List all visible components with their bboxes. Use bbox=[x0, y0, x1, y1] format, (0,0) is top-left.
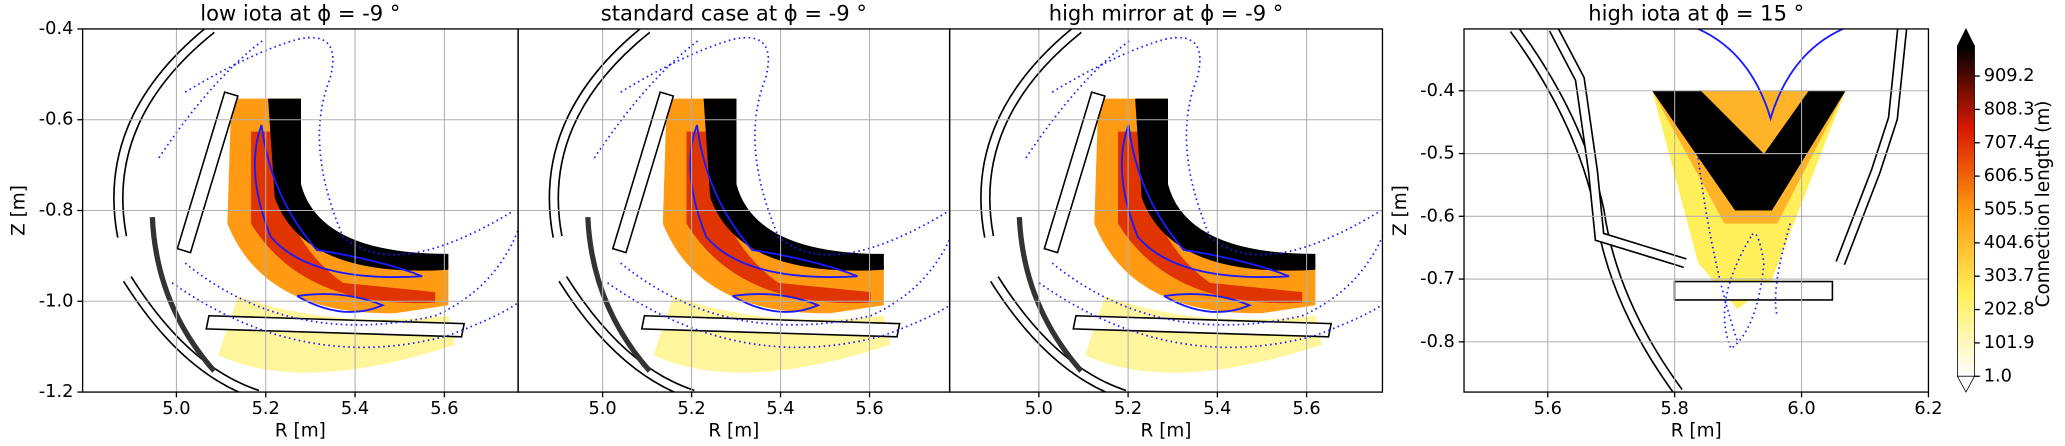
panel-field bbox=[985, 29, 1385, 395]
colorbar-tick-label: 404.6 bbox=[1984, 233, 2035, 253]
colorbar-tick-label: 202.8 bbox=[1984, 300, 2035, 320]
x-tick-label: 5.6 bbox=[855, 399, 883, 419]
axes-frame bbox=[1463, 28, 1930, 393]
chart-title: standard case at ϕ = -9 ° bbox=[601, 0, 867, 25]
y-tick-label: -0.4 bbox=[39, 19, 74, 39]
island-contour bbox=[1697, 28, 1844, 122]
x-tick-label: 5.0 bbox=[162, 399, 190, 419]
panel-field bbox=[554, 29, 954, 395]
x-tick-label: 5.6 bbox=[1292, 399, 1320, 419]
axes-frame bbox=[948, 28, 1384, 393]
x-tick-label: 5.6 bbox=[430, 399, 458, 419]
x-tick-label: 6.0 bbox=[1787, 399, 1815, 419]
colorbar-tick-label: 101.9 bbox=[1984, 333, 2035, 353]
panel-field bbox=[118, 29, 518, 395]
vessel-wall bbox=[1550, 28, 1687, 267]
long-connection-band bbox=[1652, 90, 1846, 211]
poincare-curve bbox=[1723, 232, 1765, 350]
chart-title: high iota at ϕ = 15 ° bbox=[1588, 0, 1804, 25]
x-tick-label: 5.4 bbox=[766, 399, 794, 419]
x-tick-label: 5.6 bbox=[1534, 399, 1562, 419]
y-tick-label: -0.8 bbox=[39, 201, 74, 221]
y-tick-label: -0.4 bbox=[1420, 81, 1455, 101]
y-axis-label: Z [m] bbox=[1390, 185, 1411, 236]
x-axis-label: R [m] bbox=[708, 421, 759, 442]
y-tick-label: -1.2 bbox=[39, 382, 74, 402]
x-tick-label: 5.4 bbox=[1203, 399, 1231, 419]
x-tick-label: 5.4 bbox=[341, 399, 369, 419]
colorbar bbox=[1956, 45, 1975, 377]
colorbar-label: Connection length (m) bbox=[2033, 101, 2054, 308]
y-tick-label: -0.6 bbox=[1420, 206, 1455, 226]
chart-title: high mirror at ϕ = -9 ° bbox=[1049, 0, 1284, 25]
y-tick-label: -0.7 bbox=[1420, 269, 1455, 289]
vessel-wall bbox=[1836, 28, 1906, 265]
panel-field bbox=[1509, 28, 1908, 393]
x-tick-label: 5.2 bbox=[677, 399, 705, 419]
colorbar-extend bbox=[1956, 375, 1976, 393]
vessel-wall bbox=[1835, 28, 1908, 266]
x-axis-label: R [m] bbox=[1141, 421, 1192, 442]
colorbar-extend bbox=[1956, 28, 1976, 47]
x-tick-label: 5.2 bbox=[252, 399, 280, 419]
x-tick-label: 6.2 bbox=[1914, 399, 1942, 419]
x-axis-label: R [m] bbox=[1671, 421, 1722, 442]
poincare-curve bbox=[1697, 157, 1792, 343]
x-tick-label: 5.0 bbox=[1025, 399, 1053, 419]
colorbar-tick-label: 1.0 bbox=[1984, 366, 2012, 386]
x-tick-label: 5.2 bbox=[1114, 399, 1142, 419]
y-tick-label: -0.6 bbox=[39, 110, 74, 130]
y-tick-label: -1.0 bbox=[39, 291, 74, 311]
colorbar-tick-label: 303.7 bbox=[1984, 266, 2035, 286]
colorbar-tick-label: 808.3 bbox=[1984, 99, 2035, 119]
colorbar-tick-label: 707.4 bbox=[1984, 133, 2035, 153]
y-tick-label: -0.8 bbox=[1420, 332, 1455, 352]
x-axis-label: R [m] bbox=[275, 421, 326, 442]
colorbar-tick-label: 505.5 bbox=[1984, 200, 2035, 220]
x-tick-label: 5.0 bbox=[588, 399, 616, 419]
divertor-plate bbox=[1673, 280, 1834, 301]
colorbar-tick-label: 606.5 bbox=[1984, 166, 2035, 186]
x-tick-label: 5.8 bbox=[1661, 399, 1689, 419]
colorbar-tick-label: 909.2 bbox=[1984, 66, 2035, 86]
y-axis-label: Z [m] bbox=[8, 185, 29, 236]
chart-title: low iota at ϕ = -9 ° bbox=[200, 0, 400, 25]
y-tick-label: -0.5 bbox=[1420, 144, 1455, 164]
